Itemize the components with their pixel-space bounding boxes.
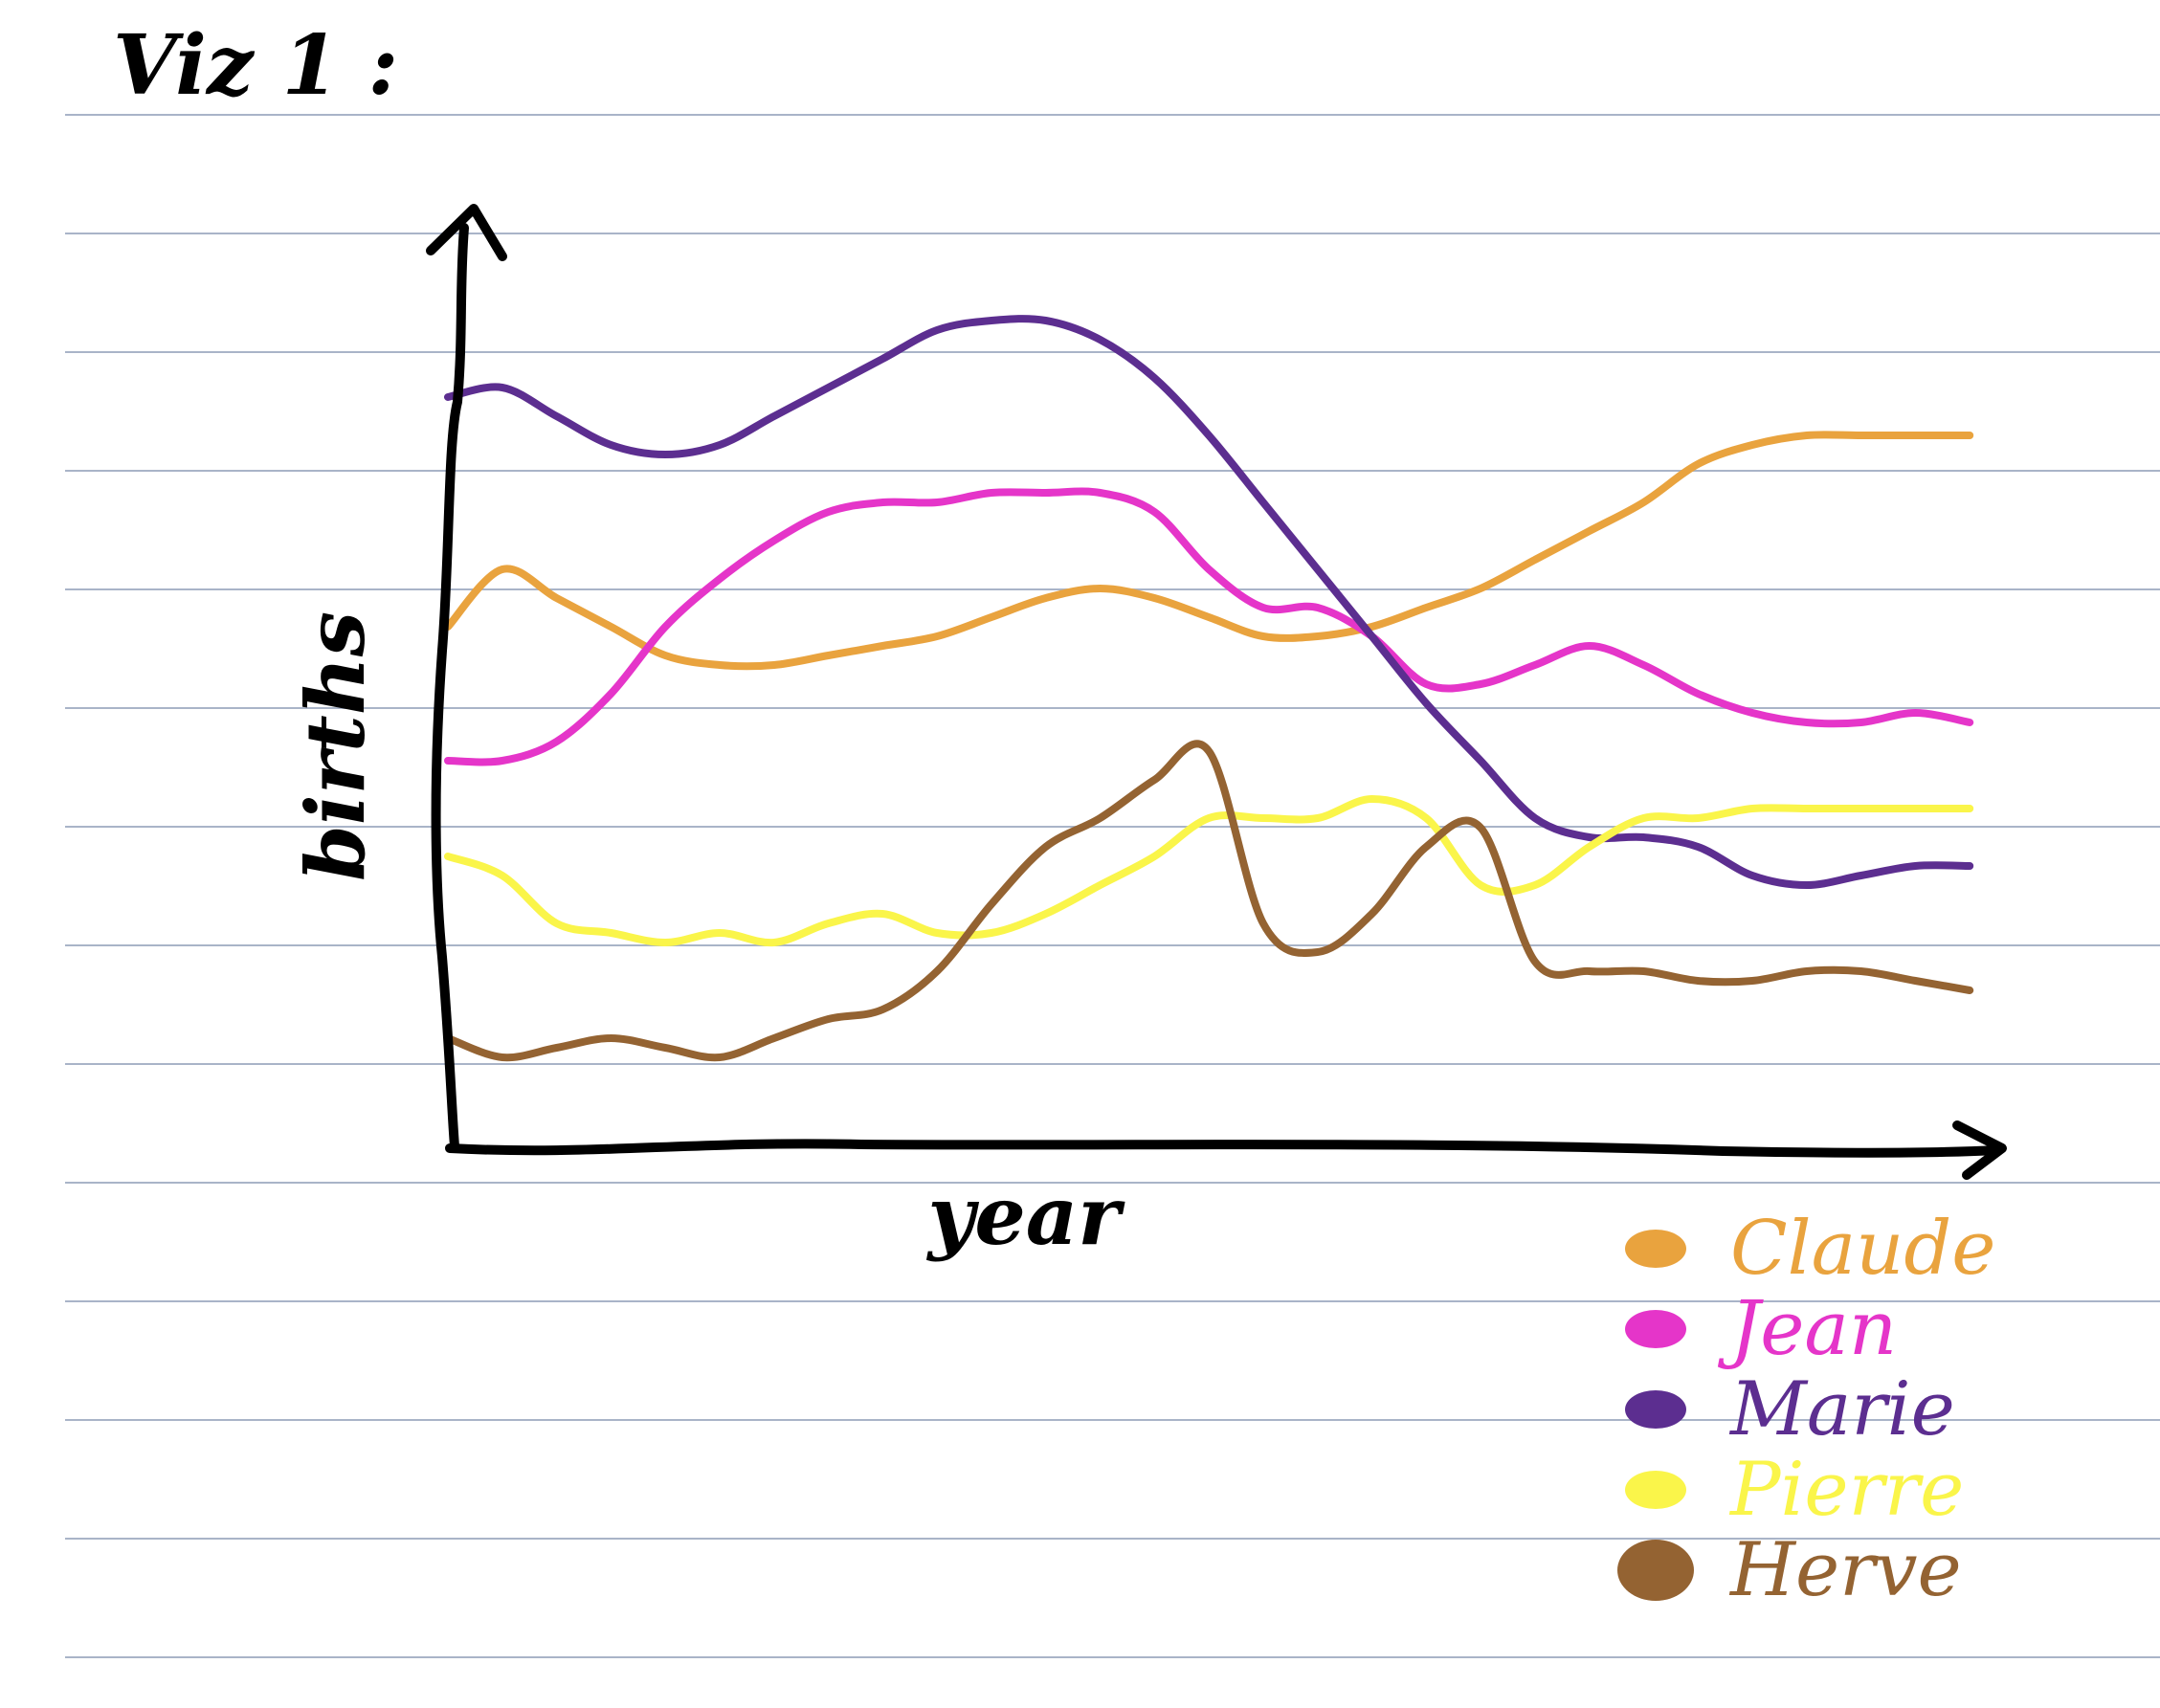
legend-swatch [1625, 1230, 1686, 1268]
x-axis-line [445, 1139, 2000, 1158]
legend-swatch [1625, 1390, 1686, 1429]
page-heading: Viz 1 : [113, 17, 398, 114]
legend-item-pierre: Pierre [1625, 1447, 1964, 1533]
legend-label: Marie [1728, 1366, 1955, 1453]
series-lines [444, 315, 1974, 1062]
series-line-claude [444, 431, 1974, 671]
series-line-pierre [444, 795, 1974, 947]
y-axis-label: births [288, 611, 383, 881]
legend-swatch [1625, 1310, 1686, 1348]
legend-item-marie: Marie [1625, 1366, 1955, 1453]
legend-swatch [1625, 1471, 1686, 1509]
series-line-jean [444, 487, 1974, 766]
legend-label: Jean [1717, 1286, 1897, 1372]
legend-item-claude: Claude [1625, 1206, 1995, 1292]
x-axis-label: year [926, 1168, 1126, 1263]
legend-label: Herve [1728, 1527, 1962, 1613]
legend-label: Claude [1730, 1206, 1995, 1292]
ruled-lines [65, 114, 2160, 1658]
legend-label: Pierre [1728, 1447, 1964, 1533]
x-axis-arrowhead [1952, 1120, 2007, 1180]
legend-item-jean: Jean [1625, 1286, 1897, 1372]
y-axis-line [431, 223, 469, 1151]
legend-swatch [1617, 1540, 1694, 1601]
series-line-herve [444, 740, 1974, 1062]
y-axis-arrowhead [426, 204, 507, 261]
legend-item-herve: Herve [1617, 1527, 1962, 1613]
series-line-marie [444, 315, 1974, 889]
